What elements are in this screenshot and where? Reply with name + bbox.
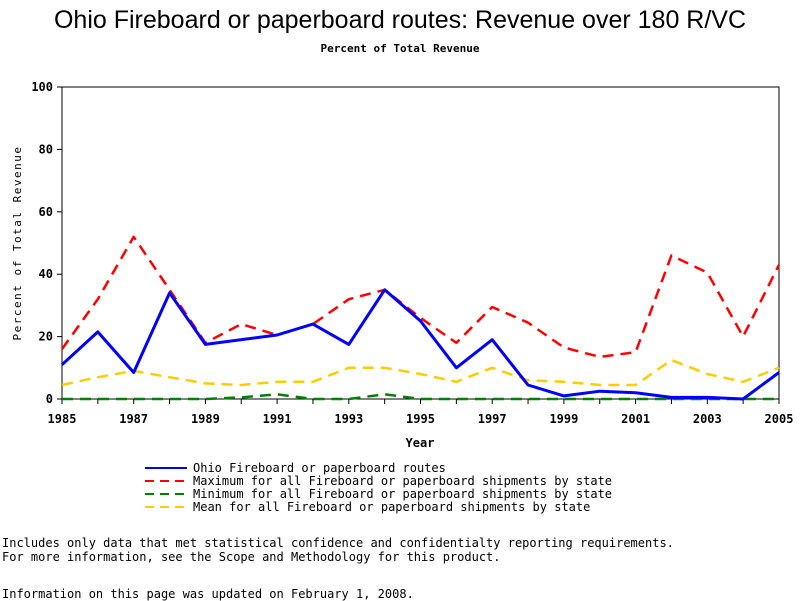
y-tick-label: 20 <box>39 330 53 344</box>
x-tick-label: 1995 <box>406 412 435 426</box>
series-line-0 <box>60 288 780 401</box>
legend-label: Ohio Fireboard or paperboard routes <box>193 460 446 475</box>
x-tick-label: 2001 <box>621 412 650 426</box>
legend-swatch-mean <box>145 500 187 513</box>
x-tick-label: 1991 <box>263 412 292 426</box>
update-notice: Information on this page was updated on … <box>2 587 414 601</box>
legend-label: Minimum for all Fireboard or paperboard … <box>193 486 613 501</box>
series-line-2 <box>62 393 779 401</box>
legend-swatch-minimum <box>145 487 187 500</box>
x-tick-label: 2003 <box>693 412 722 426</box>
x-tick-label: 1989 <box>191 412 220 426</box>
legend-item: Minimum for all Fireboard or paperboard … <box>145 486 613 501</box>
footnote-confidence: Includes only data that met statistical … <box>2 536 674 550</box>
footnote-methodology: For more information, see the Scope and … <box>2 550 501 564</box>
x-tick-label: 1987 <box>119 412 148 426</box>
x-axis-label: Year <box>406 436 435 450</box>
x-tick-label: 1997 <box>478 412 507 426</box>
y-tick-label: 80 <box>39 142 53 156</box>
y-tick-label: 40 <box>39 267 53 281</box>
x-tick-label: 1985 <box>48 412 77 426</box>
y-tick-label: 100 <box>31 80 53 94</box>
plot-frame <box>61 86 780 400</box>
series-layer <box>60 235 781 401</box>
y-tick-label: 60 <box>39 205 53 219</box>
chart-subtitle: Percent of Total Revenue <box>320 42 480 55</box>
legend-label: Mean for all Fireboard or paperboard shi… <box>193 499 591 514</box>
chart-legend: Ohio Fireboard or paperboard routes Maxi… <box>145 460 613 514</box>
legend-swatch-maximum <box>145 474 187 487</box>
x-tick-label: 1999 <box>549 412 578 426</box>
x-tick-label: 1993 <box>334 412 363 426</box>
series-line-3 <box>61 358 780 387</box>
y-tick-label: 0 <box>46 392 53 406</box>
legend-swatch-ohio <box>145 461 187 474</box>
line-chart: 0 20 40 60 80 100 1985 1987 1989 1991 1993 1995 199… <box>11 80 794 450</box>
series-line-1 <box>60 235 781 359</box>
footnotes: Includes only data that met statistical … <box>2 536 674 564</box>
chart-title: Ohio Fireboard or paperboard routes: Rev… <box>53 6 747 34</box>
legend-item: Maximum for all Fireboard or paperboard … <box>145 473 613 488</box>
x-axis: 1985 1987 1989 1991 1993 1995 1997 1999 2001 2003… <box>48 399 794 426</box>
legend-label: Maximum for all Fireboard or paperboard … <box>193 473 613 488</box>
legend-item: Ohio Fireboard or paperboard routes <box>145 460 612 475</box>
x-tick-label: 2005 <box>765 412 794 426</box>
legend-item: Mean for all Fireboard or paperboard shi… <box>145 499 612 514</box>
y-axis-label: Percent of Total Revenue <box>11 146 24 341</box>
y-axis: 0 20 40 60 80 100 <box>31 80 62 406</box>
